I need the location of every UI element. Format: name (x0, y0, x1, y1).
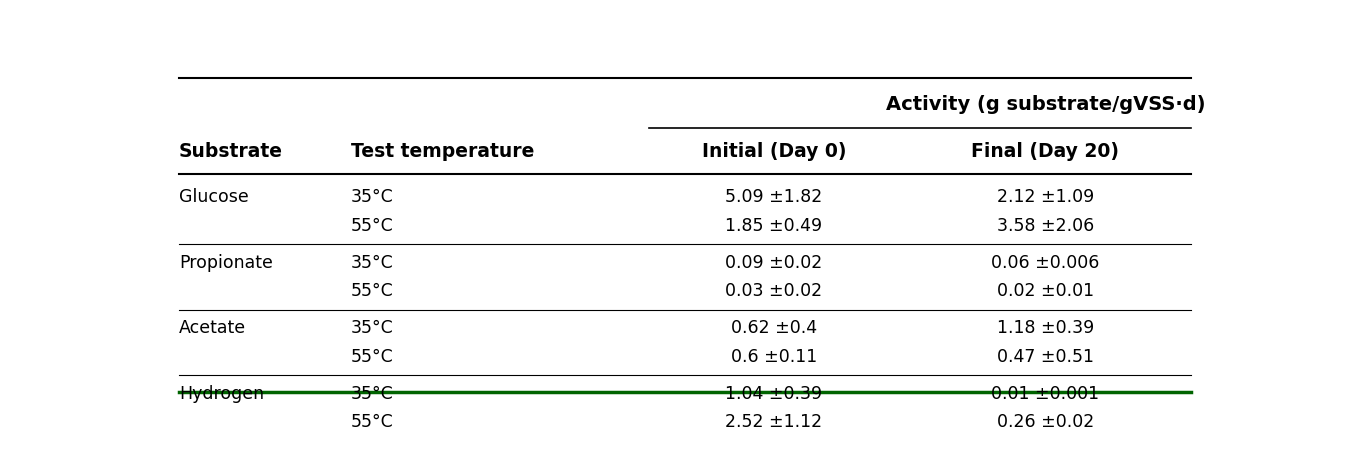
Text: 35°C: 35°C (352, 385, 393, 403)
Text: Hydrogen: Hydrogen (179, 385, 264, 403)
Text: Initial (Day 0): Initial (Day 0) (702, 141, 846, 161)
Text: 2.12 ±1.09: 2.12 ±1.09 (997, 188, 1094, 206)
Text: 0.47 ±0.51: 0.47 ±0.51 (997, 347, 1094, 365)
Text: Activity (g substrate/gVSS·d): Activity (g substrate/gVSS·d) (885, 95, 1206, 114)
Text: 0.02 ±0.01: 0.02 ±0.01 (997, 282, 1094, 300)
Text: 35°C: 35°C (352, 254, 393, 272)
Text: Acetate: Acetate (179, 319, 247, 337)
Text: 0.6 ±0.11: 0.6 ±0.11 (730, 347, 818, 365)
Text: Glucose: Glucose (179, 188, 249, 206)
Text: 35°C: 35°C (352, 188, 393, 206)
Text: 0.06 ±0.006: 0.06 ±0.006 (991, 254, 1099, 272)
Text: 0.26 ±0.02: 0.26 ±0.02 (997, 413, 1094, 431)
Text: 1.04 ±0.39: 1.04 ±0.39 (725, 385, 823, 403)
Text: 55°C: 55°C (352, 347, 393, 365)
Text: 0.09 ±0.02: 0.09 ±0.02 (725, 254, 823, 272)
Text: 0.01 ±0.001: 0.01 ±0.001 (991, 385, 1099, 403)
Text: 55°C: 55°C (352, 282, 393, 300)
Text: 55°C: 55°C (352, 216, 393, 234)
Text: 55°C: 55°C (352, 413, 393, 431)
Text: 0.03 ±0.02: 0.03 ±0.02 (725, 282, 823, 300)
Text: Test temperature: Test temperature (352, 141, 535, 161)
Text: Propionate: Propionate (179, 254, 272, 272)
Text: 1.18 ±0.39: 1.18 ±0.39 (997, 319, 1094, 337)
Text: Final (Day 20): Final (Day 20) (971, 141, 1119, 161)
Text: 1.85 ±0.49: 1.85 ±0.49 (725, 216, 823, 234)
Text: 3.58 ±2.06: 3.58 ±2.06 (997, 216, 1094, 234)
Text: Substrate: Substrate (179, 141, 283, 161)
Text: 5.09 ±1.82: 5.09 ±1.82 (725, 188, 823, 206)
Text: 0.62 ±0.4: 0.62 ±0.4 (731, 319, 816, 337)
Text: 35°C: 35°C (352, 319, 393, 337)
Text: 2.52 ±1.12: 2.52 ±1.12 (725, 413, 823, 431)
